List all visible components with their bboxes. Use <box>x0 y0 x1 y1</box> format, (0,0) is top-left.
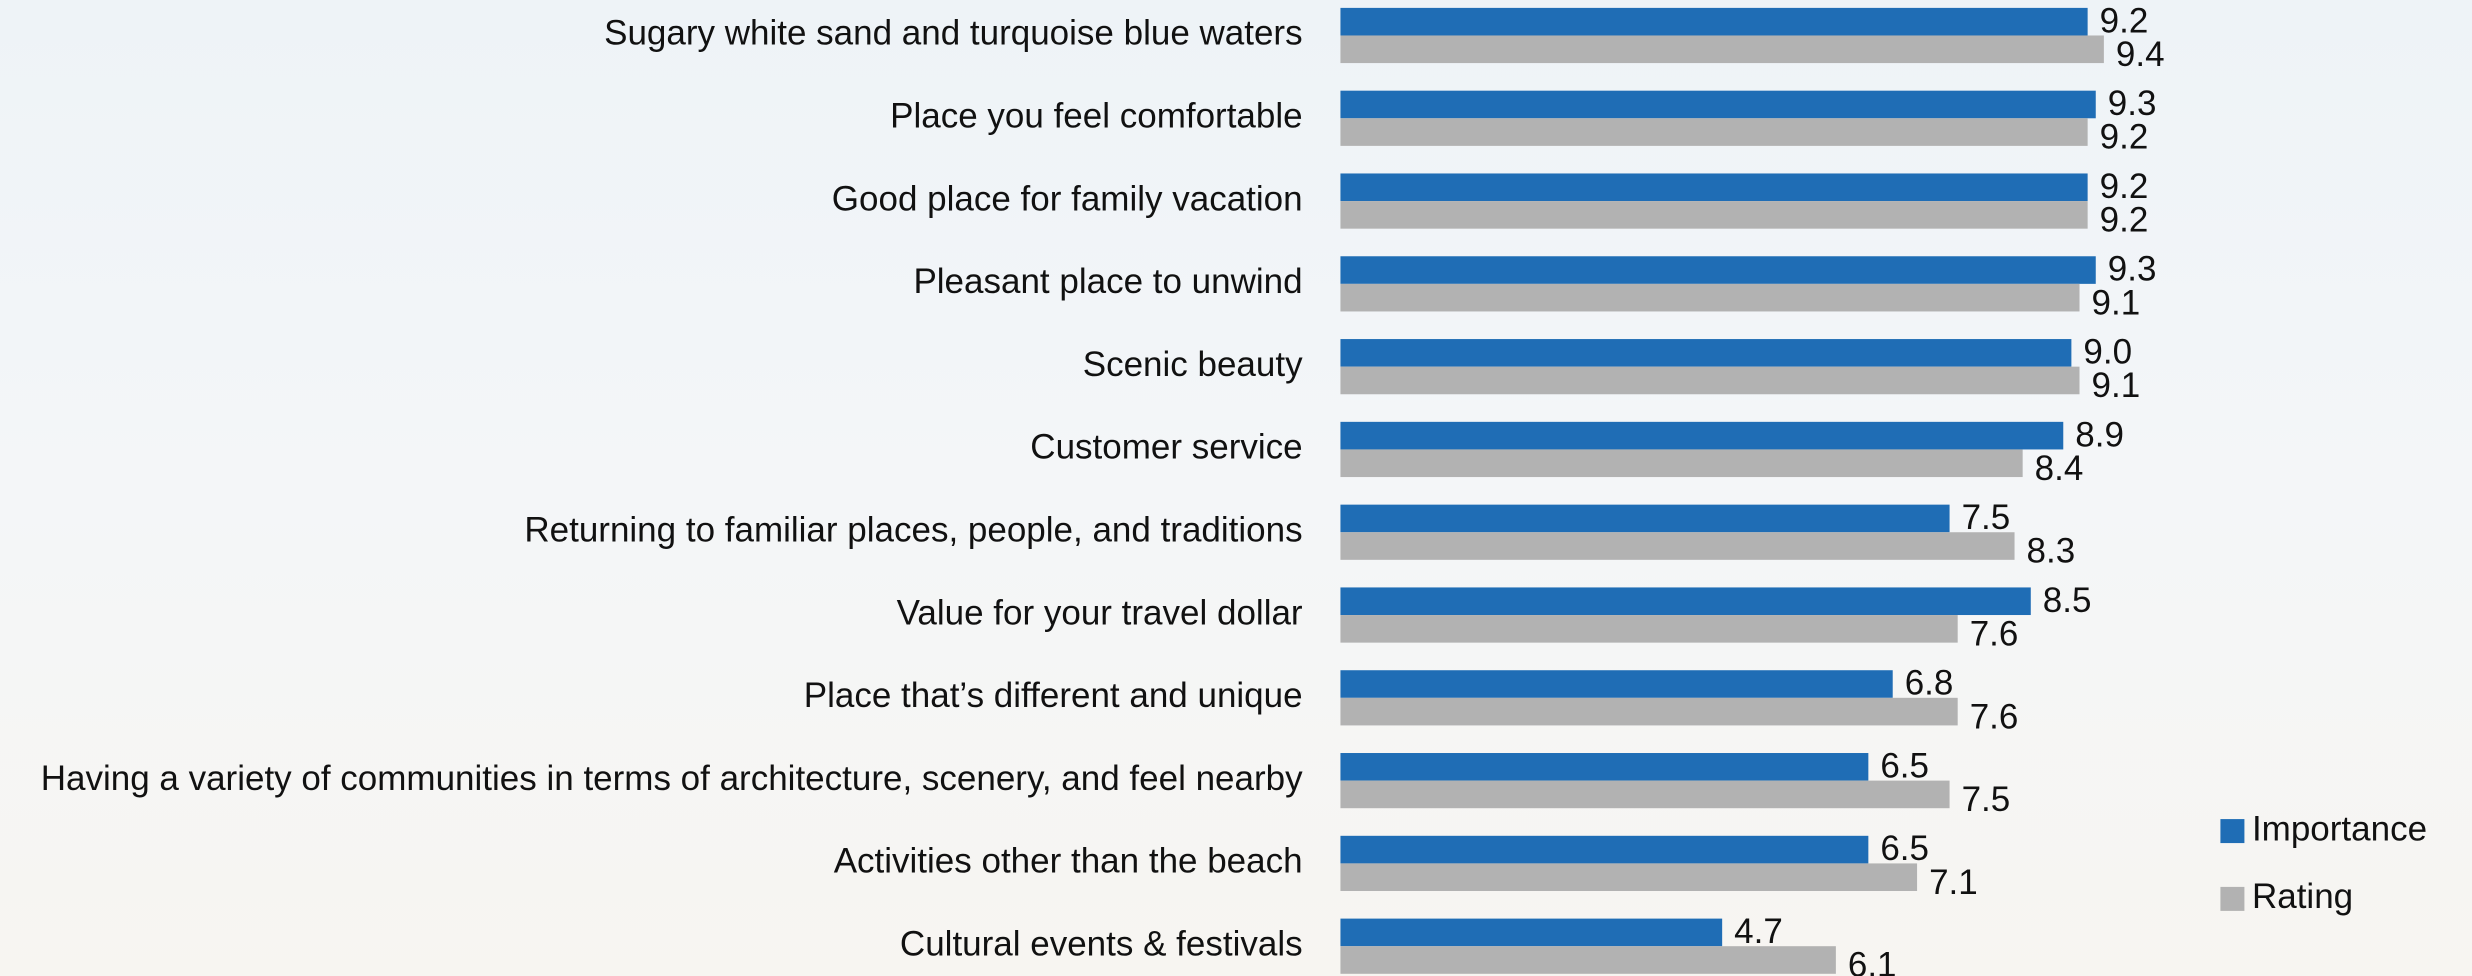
bar <box>1340 339 2072 367</box>
value-label: 9.1 <box>2092 366 2141 405</box>
value-label: 6.1 <box>1848 946 1897 976</box>
bar <box>1340 670 1893 698</box>
value-label: 9.2 <box>2100 167 2149 206</box>
bar <box>1340 532 2015 560</box>
value-label: 9.2 <box>2100 1 2149 40</box>
bar <box>1340 697 1958 726</box>
bar <box>1340 7 2088 36</box>
value-label: 7.1 <box>1929 863 1978 902</box>
bar <box>1340 366 2080 395</box>
value-label: 9.1 <box>2092 283 2141 322</box>
bar <box>1340 780 1950 809</box>
legend-swatch <box>2220 886 2245 911</box>
value-label: 6.5 <box>1880 746 1929 785</box>
bar <box>1340 863 1918 892</box>
value-label: 8.3 <box>2027 532 2076 571</box>
value-label: 9.2 <box>2100 118 2149 157</box>
bar <box>1340 35 2104 64</box>
legend-swatch <box>2220 819 2245 844</box>
value-label: 9.3 <box>2108 250 2157 289</box>
category-label: Place that’s different and unique <box>804 676 1303 715</box>
bar <box>1340 90 2096 119</box>
bar <box>1340 504 1950 533</box>
bar <box>1340 449 2023 478</box>
bar <box>1340 118 2088 146</box>
category-label: Sugary white sand and turquoise blue wat… <box>604 14 1302 53</box>
value-label: 6.8 <box>1905 664 1954 703</box>
category-label: Activities other than the beach <box>834 842 1303 881</box>
value-label: 4.7 <box>1734 912 1783 951</box>
value-label: 8.9 <box>2075 415 2124 454</box>
category-label: Pleasant place to unwind <box>913 262 1302 301</box>
category-label: Good place for family vacation <box>832 179 1303 218</box>
bar <box>1340 421 2064 450</box>
bar <box>1340 173 2088 202</box>
value-label: 8.5 <box>2043 581 2092 620</box>
bar <box>1340 587 2031 616</box>
bar <box>1340 615 1958 643</box>
bar <box>1340 946 1836 974</box>
category-label: Scenic beauty <box>1083 345 1303 384</box>
legend-label: Importance <box>2252 809 2427 848</box>
value-label: 8.4 <box>2035 449 2084 488</box>
category-label: Place you feel comfortable <box>890 97 1302 136</box>
value-label: 7.5 <box>1962 780 2011 819</box>
value-label: 7.6 <box>1970 697 2019 736</box>
value-label: 9.3 <box>2108 84 2157 123</box>
category-label: Value for your travel dollar <box>897 593 1303 632</box>
bar <box>1340 918 1723 947</box>
value-label: 9.0 <box>2083 332 2132 371</box>
value-label: 6.5 <box>1880 829 1929 868</box>
value-label: 7.6 <box>1970 614 2019 653</box>
category-label: Customer service <box>1030 428 1302 467</box>
category-label: Having a variety of communities in terms… <box>41 759 1303 798</box>
value-label: 7.5 <box>1962 498 2011 537</box>
value-label: 9.4 <box>2116 35 2165 74</box>
bar <box>1340 201 2088 229</box>
category-label: Cultural events & festivals <box>900 924 1303 963</box>
category-label: Returning to familiar places, people, an… <box>524 510 1302 549</box>
value-label: 9.2 <box>2100 200 2149 239</box>
bar <box>1340 835 1869 864</box>
bar <box>1340 283 2080 312</box>
legend-label: Rating <box>2252 877 2353 916</box>
bar <box>1340 753 1869 781</box>
bar <box>1340 256 2096 284</box>
